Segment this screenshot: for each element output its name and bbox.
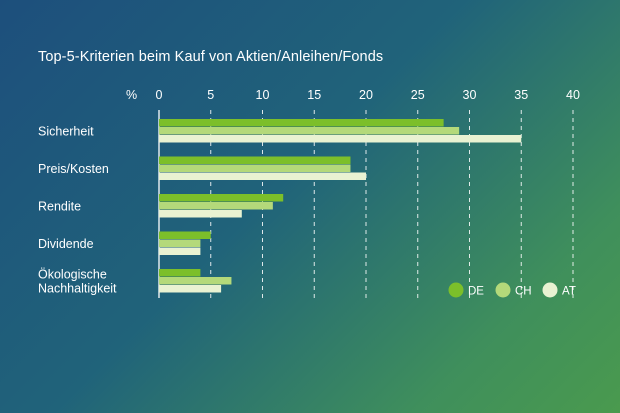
legend-label: AT (562, 286, 576, 298)
category-label: Ökologische (38, 268, 107, 282)
bar-de (159, 269, 201, 277)
bar-ch (159, 127, 460, 135)
category-label: Rendite (38, 200, 81, 214)
category-label: Sicherheit (38, 125, 94, 139)
category-label: Preis/Kosten (38, 162, 109, 176)
bar-at (159, 135, 522, 143)
bar-at (159, 172, 366, 180)
legend-marker-de (448, 282, 464, 298)
x-tick-label: 5 (207, 88, 214, 102)
bar-ch (159, 239, 201, 247)
x-tick-label: 40 (566, 88, 580, 102)
chart-title: Top-5-Kriterien beim Kauf von Aktien/Anl… (38, 49, 384, 65)
legend-label: DE (468, 286, 484, 298)
x-tick-label: 30 (463, 88, 477, 102)
category-label: Dividende (38, 237, 94, 251)
bar-de (159, 231, 211, 239)
bar-de (159, 194, 284, 202)
bar-at (159, 285, 222, 293)
category-label: Nachhaltigkeit (38, 282, 117, 296)
bar-de (159, 156, 351, 164)
bar-at (159, 210, 242, 218)
bar-de (159, 119, 444, 127)
x-tick-label: 25 (411, 88, 425, 102)
bar-ch (159, 202, 273, 210)
x-tick-label: 0 (156, 88, 163, 102)
bar-ch (159, 277, 232, 285)
bar-at (159, 247, 201, 255)
x-tick-label: 10 (256, 88, 270, 102)
bar-ch (159, 164, 351, 172)
axis-unit-label: % (126, 88, 137, 102)
x-tick-label: 20 (359, 88, 373, 102)
legend-label: CH (515, 286, 532, 298)
x-tick-label: 35 (514, 88, 528, 102)
x-tick-label: 15 (307, 88, 321, 102)
legend-marker-ch (495, 282, 511, 298)
legend-marker-at (542, 282, 558, 298)
